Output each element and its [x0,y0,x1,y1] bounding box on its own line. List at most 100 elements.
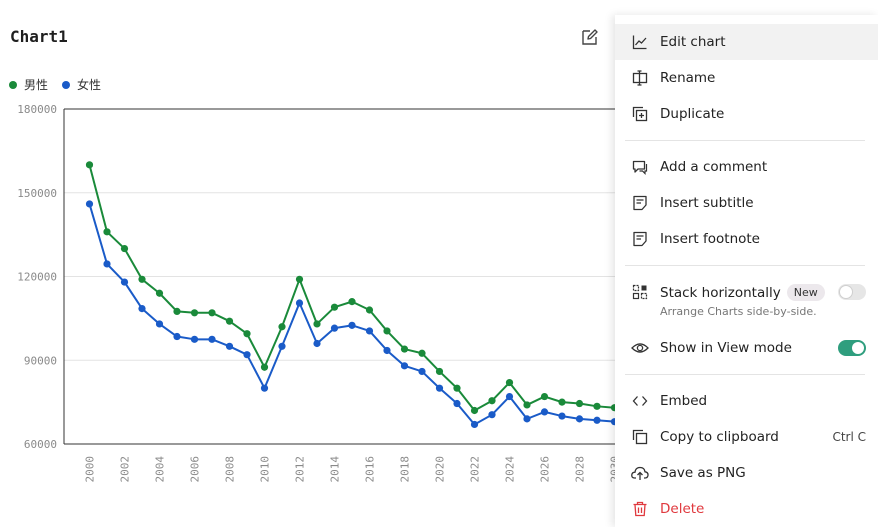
copy-shortcut: Ctrl C [832,430,866,444]
data-point [348,321,356,329]
data-point [190,309,199,317]
menu-item-copy-to-clipboard[interactable]: Copy to clipboard Ctrl C [615,419,878,455]
legend-item-male[interactable]: 男性 [9,76,48,93]
chart-panel: Chart1 男性 女性 180000 150000 120000 90000 6000… [9,27,616,483]
data-point [435,367,444,376]
data-point [243,330,251,338]
code-icon [631,392,649,410]
data-point [295,275,304,283]
menu-item-save-as-png[interactable]: Save as PNG [615,455,878,491]
menu-label-stack-horizontally: Stack horizontally New [660,283,825,301]
data-point [383,346,391,355]
chart-context-menu: Edit chart Rename Duplicate Add a commen… [615,15,878,527]
menu-item-insert-subtitle[interactable]: Insert subtitle [615,185,878,221]
x-tick-label: 2010 [259,456,272,483]
x-tick-label: 2004 [154,456,167,483]
menu-label-save-as-png: Save as PNG [660,465,746,481]
data-point [85,161,94,169]
chart-legend: 男性 女性 [9,76,101,93]
menu-item-duplicate[interactable]: Duplicate [615,96,878,132]
x-tick-label: 2020 [434,456,447,483]
data-point [488,411,496,419]
footnote-icon [631,230,649,248]
data-point [365,327,374,335]
data-point [138,305,146,313]
show-in-view-mode-toggle[interactable] [838,340,866,356]
data-point [330,324,339,332]
data-point [138,275,146,283]
stack-horizontally-text: Stack horizontally [660,284,781,301]
x-tick-label: 2014 [329,456,342,483]
series-line-0 [88,164,615,412]
menu-divider [625,140,865,141]
x-tick-label: 2022 [469,456,482,483]
data-point [330,303,339,311]
rename-icon [631,69,649,87]
data-point [593,416,601,424]
data-point [295,299,304,307]
menu-item-edit-chart[interactable]: Edit chart [615,24,878,60]
y-tick-label: 60000 [24,438,57,451]
y-tick-label: 180000 [17,103,57,116]
edit-chart-button[interactable] [580,27,600,47]
data-point [505,392,514,401]
data-point [120,278,129,286]
stack-horizontally-description: Arrange Charts side-by-side. [660,305,817,318]
duplicate-icon [631,105,649,123]
x-tick-label: 2030 [609,456,616,483]
data-point [418,349,426,357]
data-point [85,200,94,208]
menu-item-rename[interactable]: Rename [615,60,878,96]
toggle-knob [852,342,864,354]
x-tick-label: 2008 [224,456,237,483]
data-point [435,384,444,392]
data-point [488,397,496,405]
data-point [120,244,129,253]
trash-icon [631,500,649,518]
data-point [610,418,615,426]
data-point [400,362,409,370]
x-tick-label: 2000 [84,456,97,483]
data-point [190,335,199,343]
data-point [453,384,461,392]
menu-item-stack-horizontally[interactable]: Stack horizontally New [615,274,878,310]
new-badge: New [786,283,825,301]
data-point [260,384,269,392]
menu-label-show-in-view-mode: Show in View mode [660,340,792,356]
menu-label-embed: Embed [660,393,708,409]
data-point [103,228,111,236]
x-tick-label: 2026 [539,456,552,483]
menu-item-delete[interactable]: Delete [615,491,878,527]
line-chart-icon [631,33,649,51]
data-point [575,415,584,423]
x-tick-label: 2018 [399,456,412,483]
menu-label-insert-subtitle: Insert subtitle [660,195,754,211]
data-point [383,327,391,335]
legend-label-male: 男性 [24,78,49,92]
menu-item-insert-footnote[interactable]: Insert footnote [615,221,878,257]
menu-item-embed[interactable]: Embed [615,383,878,419]
data-point [208,335,216,343]
data-point [155,289,164,297]
data-point [453,399,461,408]
data-point [103,260,111,268]
menu-label-edit-chart: Edit chart [660,34,726,50]
data-point [278,342,286,350]
x-tick-label: 2006 [189,456,202,483]
menu-label-duplicate: Duplicate [660,106,725,122]
legend-item-female[interactable]: 女性 [62,76,101,93]
data-point [313,320,321,328]
chart-title[interactable]: Chart1 [10,27,68,46]
series-line-1 [88,203,615,426]
menu-label-insert-footnote: Insert footnote [660,231,760,247]
y-tick-label: 90000 [24,354,57,367]
data-point [418,367,426,376]
menu-item-add-comment[interactable]: Add a comment [615,149,878,185]
data-point [365,306,374,314]
legend-label-female: 女性 [77,78,102,92]
stack-horizontally-toggle[interactable] [838,284,866,300]
data-point [523,415,531,423]
eye-icon [631,339,649,357]
menu-item-show-in-view-mode[interactable]: Show in View mode [615,330,878,366]
y-tick-label: 120000 [17,271,57,284]
